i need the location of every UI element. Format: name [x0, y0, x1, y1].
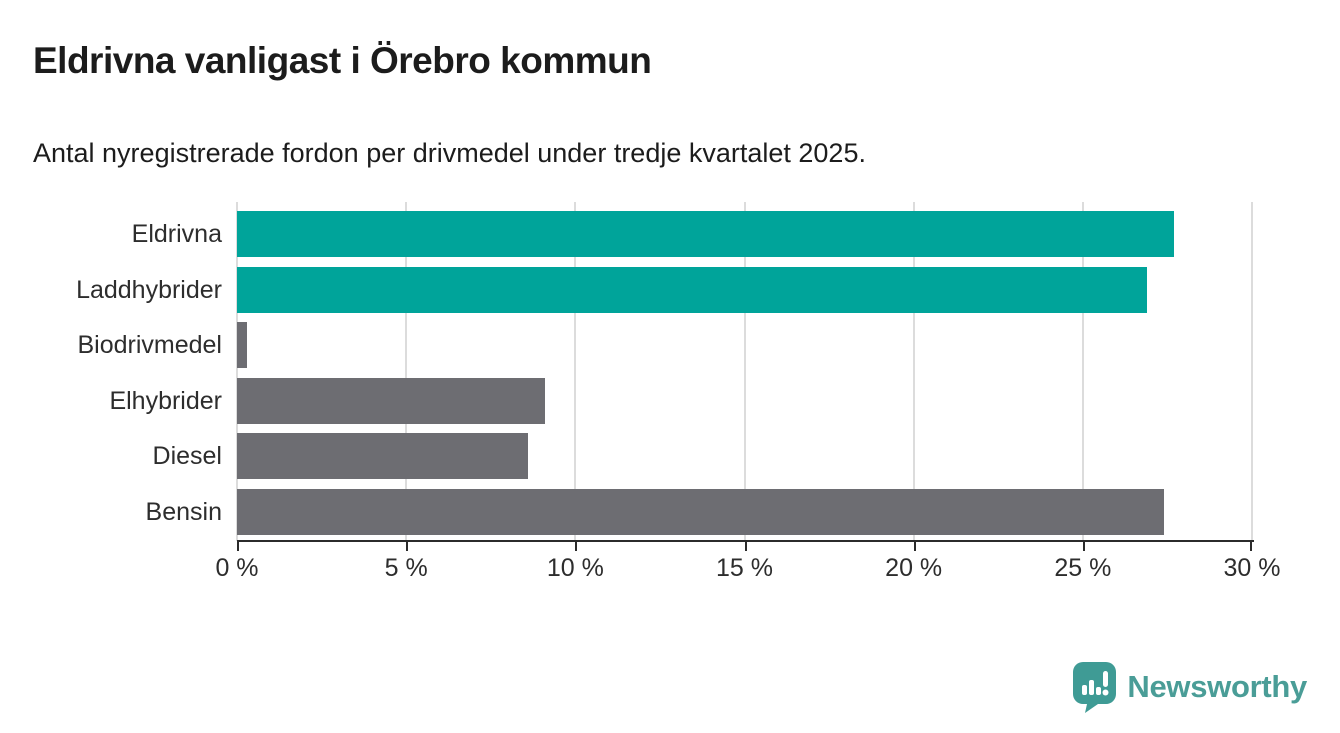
axis-tick — [575, 542, 578, 551]
chart-title: Eldrivna vanligast i Örebro kommun — [33, 40, 652, 81]
category-label: Diesel — [152, 442, 222, 471]
axis-tick-label: 5 % — [384, 554, 428, 582]
axis-tick-label: 0 % — [215, 554, 259, 582]
axis-tick-label: 10 % — [546, 554, 604, 582]
gridline — [1081, 202, 1084, 541]
axis-tick — [237, 542, 239, 551]
gridline — [405, 202, 408, 541]
gridline — [743, 202, 746, 541]
bar — [237, 211, 1175, 257]
axis-tick-label: 30 % — [1223, 554, 1281, 582]
category-label: Eldrivna — [131, 220, 222, 248]
bar — [237, 322, 248, 369]
category-label: Bensin — [145, 497, 222, 526]
gridline — [236, 202, 238, 541]
bar — [237, 433, 528, 480]
newsworthy-logo[interactable]: Newsworthy — [1072, 661, 1307, 713]
bar-row: Elhybrider — [0, 377, 1340, 434]
x-axis-line — [237, 540, 1254, 542]
bar-row: Diesel — [0, 433, 1340, 489]
bar-row: Biodrivmedel — [0, 322, 1340, 378]
gridline — [1251, 202, 1253, 541]
axis-tick — [744, 542, 747, 551]
axis-tick — [1082, 542, 1085, 551]
x-axis: 0 % 5 % 10 % 15 % 20 % 25 % 30 % — [215, 540, 1280, 590]
bar — [237, 377, 545, 424]
newsworthy-icon — [1073, 662, 1117, 713]
bar — [237, 488, 1165, 535]
bar-row: Bensin — [0, 488, 1340, 545]
newsworthy-logo-text: Newsworthy — [1127, 669, 1307, 704]
gridline — [912, 202, 915, 541]
category-label: Elhybrider — [109, 386, 222, 415]
bar-rows: Eldrivna Laddhybrider Biodrivmedel Elhybrid… — [0, 211, 1340, 545]
axis-tick — [406, 542, 409, 551]
bar — [237, 266, 1148, 313]
axis-tick-label: 25 % — [1054, 554, 1112, 582]
category-label: Laddhybrider — [76, 275, 222, 304]
axis-tick-label: 15 % — [716, 554, 773, 582]
axis-tick — [1250, 542, 1252, 551]
bar-row: Eldrivna — [0, 211, 1340, 267]
axis-tick-label: 20 % — [885, 554, 943, 582]
plot-area — [236, 202, 1253, 541]
gridline — [574, 202, 577, 541]
bar-row: Laddhybrider — [0, 266, 1340, 323]
axis-tick — [913, 542, 916, 551]
category-label: Biodrivmedel — [77, 331, 222, 360]
chart-subtitle: Antal nyregistrerade fordon per drivmede… — [33, 138, 866, 168]
